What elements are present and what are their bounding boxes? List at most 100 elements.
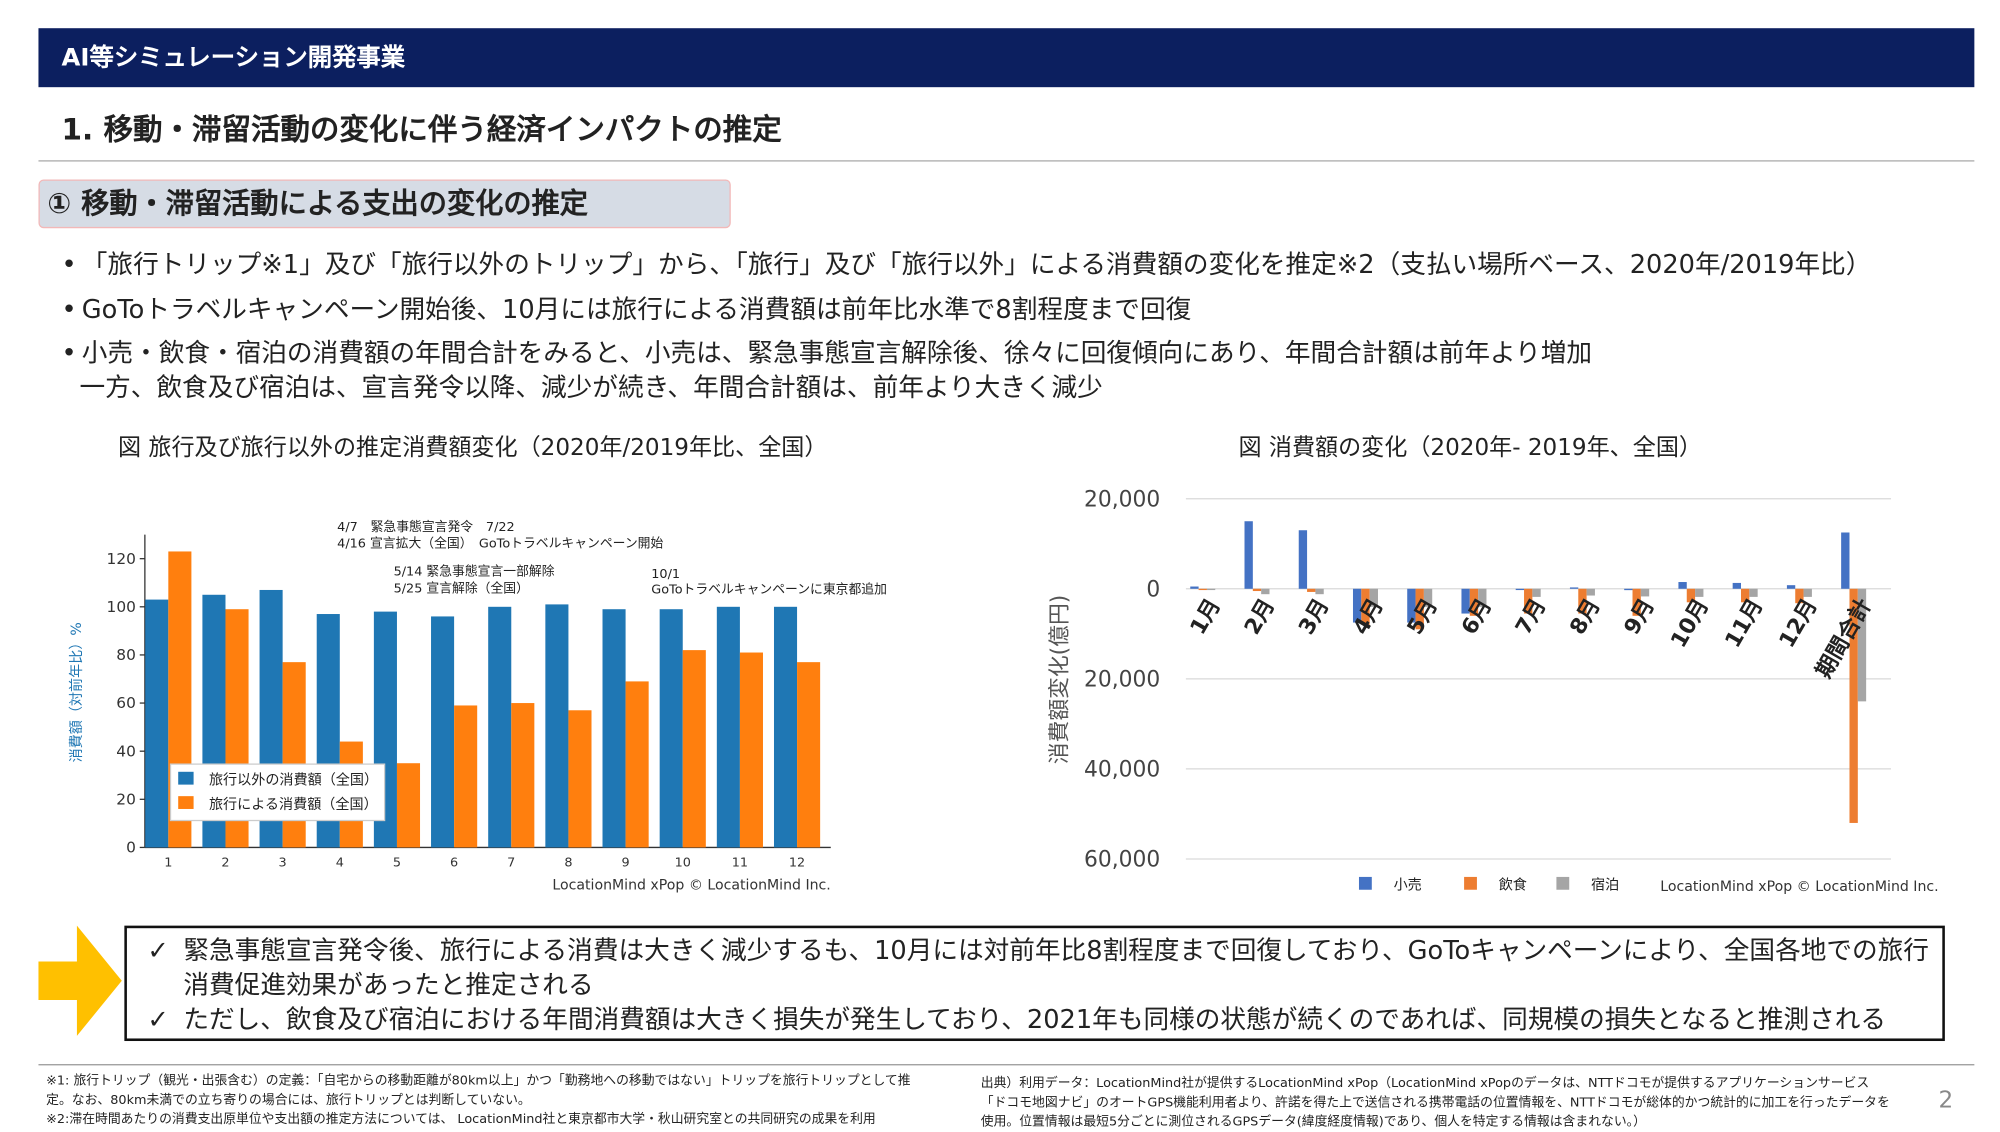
slide-title: 1. 移動・滞留活動の変化に伴う経済インパクトの推定: [61, 114, 782, 148]
x-tick-label: 2月: [1240, 595, 1280, 639]
x-tick-label: 8月: [1565, 595, 1605, 639]
bullet: 「旅行トリップ※1」及び「旅行以外のトリップ」から、「旅行」及び「旅行以外」によ…: [62, 244, 1872, 281]
bar: [1478, 588, 1487, 607]
bar: [1244, 521, 1253, 589]
bar: [1849, 588, 1858, 823]
y-tick-label: 100: [107, 598, 136, 616]
bar: [1740, 588, 1750, 603]
annotation: 5/25 宣言解除（全国）: [394, 580, 529, 596]
bar: [431, 616, 455, 848]
legend-label: 小売: [1394, 878, 1422, 894]
bullet: GoToトラベルキャンペーン開始後、10月には旅行による消費額は前年比水準で8割…: [62, 288, 1191, 325]
bar: [545, 604, 569, 848]
annotation: GoToトラベルキャンペーンに東京都追加: [651, 582, 887, 598]
bar: [396, 763, 421, 848]
bar: [1578, 588, 1587, 614]
bar: [1369, 588, 1378, 607]
bar: [797, 662, 821, 848]
legend-box: [169, 763, 386, 822]
source: LocationMind xPop © LocationMind Inc.: [552, 878, 830, 894]
bar: [773, 606, 798, 848]
arrow: [38, 925, 122, 1036]
divider: [38, 1064, 1975, 1066]
legend-label: 宿泊: [1591, 877, 1619, 894]
page-number: 2: [1938, 1087, 1954, 1115]
x-tick-label: 12月: [1775, 595, 1823, 653]
bar: [1190, 586, 1199, 589]
x-tick-label: 7月: [1511, 595, 1551, 639]
bar: [1803, 588, 1812, 597]
x-tick-label: 9: [622, 856, 630, 871]
bar: [1352, 588, 1362, 623]
section-heading: ① 移動・滞留活動による支出の変化の推定: [38, 179, 731, 229]
bar: [1252, 588, 1262, 592]
x-tick-label: 11月: [1721, 595, 1769, 653]
bar: [1423, 588, 1433, 607]
bar: [1686, 588, 1696, 603]
bar: [1786, 585, 1796, 589]
x-tick-label: 6: [450, 856, 458, 871]
bar: [1732, 582, 1741, 589]
bar: [1678, 582, 1687, 589]
annotation: 10/1: [651, 567, 680, 582]
bar: [1841, 532, 1850, 589]
legend-swatch: [1556, 876, 1570, 890]
x-tick-label: 3: [279, 856, 287, 871]
legend-swatch: [178, 796, 194, 809]
bar: [1749, 588, 1758, 597]
x-tick-label: 3月: [1294, 595, 1334, 639]
legend-swatch: [1464, 876, 1477, 890]
x-tick-label: 1月: [1186, 595, 1226, 639]
bar: [1857, 588, 1867, 702]
y-tick-label: 60: [116, 694, 136, 712]
bar: [145, 599, 169, 848]
y-axis-label: 消費額（対前年比）%: [68, 622, 85, 762]
y-tick-label: 80: [116, 646, 136, 664]
x-tick-label: 10月: [1666, 595, 1714, 653]
x-tick-label: 5: [393, 856, 401, 871]
bar: [1532, 588, 1541, 597]
x-tick-label: 7: [507, 856, 515, 871]
y-tick-label: 20,000: [1084, 487, 1160, 512]
x-tick-label: 10: [675, 856, 691, 871]
legend-label: 飲食: [1499, 877, 1527, 894]
annotation: 5/14 緊急事態宣言一部解除: [394, 564, 555, 580]
legend-swatch: [178, 771, 194, 785]
y-axis-label: 消費額変化(億円): [1048, 595, 1073, 764]
x-tick-label: 4: [336, 856, 344, 871]
source-note: 出典）利用データ：LocationMind社が提供するLocationMind …: [980, 1076, 1890, 1130]
bar: [511, 703, 535, 848]
y-tick-label: 120: [107, 550, 136, 568]
bar: [1695, 588, 1704, 597]
bar: [1407, 588, 1416, 623]
bar: [488, 606, 512, 848]
y-tick-label: 40,000: [1084, 758, 1160, 783]
bar: [1624, 588, 1633, 591]
x-tick-label: 11: [732, 856, 748, 871]
bullet: 一方、飲食及び宿泊は、宣言発令以降、減少が続き、年間合計額は、前年より大きく減少: [79, 371, 1103, 403]
footnote: ※2:滞在時間あたりの消費支出原単位や支出額の推定方法については、 Locati…: [46, 1112, 876, 1127]
conclusion-box: 緊急事態宣言発令後、旅行による消費は大きく減少するも、10月には対前年比8割程度…: [124, 925, 1945, 1042]
bar: [1198, 588, 1207, 591]
y-tick-label: 20: [116, 790, 136, 808]
bar: [1461, 588, 1470, 614]
bar: [1640, 588, 1650, 597]
bar: [625, 681, 649, 848]
chart-title: 図 旅行及び旅行以外の推定消費額変化（2020年/2019年比、全国）: [117, 434, 828, 462]
bar: [1307, 588, 1316, 592]
bar: [1261, 588, 1270, 595]
bar: [1795, 588, 1804, 604]
bar: [1524, 588, 1533, 614]
bar: [659, 609, 683, 848]
x-tick-label: 1: [164, 856, 172, 871]
y-tick-label: 40: [116, 742, 136, 760]
legend-label: 旅行以外の消費額（全国）: [209, 772, 378, 789]
bullet: 小売・飲食・宿泊の消費額の年間合計をみると、小売は、緊急事態宣言解除後、徐々に回…: [62, 332, 1592, 369]
y-tick-label: 0: [126, 839, 136, 857]
bar: [716, 606, 740, 848]
bar: [568, 710, 592, 848]
x-tick-label: 2: [221, 856, 229, 871]
bar: [739, 652, 763, 848]
